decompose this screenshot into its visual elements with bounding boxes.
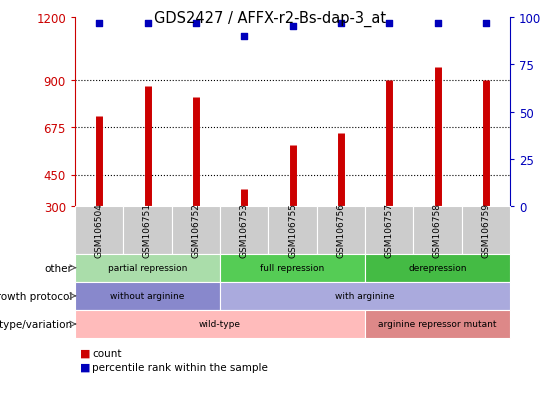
Text: GSM106756: GSM106756 [336,203,346,258]
Text: with arginine: with arginine [335,292,395,301]
Text: derepression: derepression [408,263,467,273]
Text: growth protocol: growth protocol [0,291,72,301]
Point [482,20,490,27]
Point [143,20,152,27]
Point [240,33,248,40]
Text: GSM106751: GSM106751 [143,203,152,258]
Text: GSM106753: GSM106753 [240,203,248,258]
Text: GSM106755: GSM106755 [288,203,297,258]
Text: arginine repressor mutant: arginine repressor mutant [378,320,497,329]
Text: partial repression: partial repression [108,263,187,273]
Point [95,20,104,27]
Text: GSM106752: GSM106752 [191,203,200,258]
Text: percentile rank within the sample: percentile rank within the sample [92,362,268,372]
Text: wild-type: wild-type [199,320,241,329]
Text: ■: ■ [80,348,91,358]
Point [336,20,345,27]
Text: genotype/variation: genotype/variation [0,319,72,329]
Text: other: other [44,263,72,273]
Text: GSM106757: GSM106757 [384,203,394,258]
Text: ■: ■ [80,362,91,372]
Text: GSM106504: GSM106504 [94,203,104,258]
Point [192,20,200,27]
Text: without arginine: without arginine [110,292,185,301]
Point [288,24,297,31]
Point [385,20,394,27]
Text: count: count [92,348,122,358]
Text: GSM106759: GSM106759 [481,203,490,258]
Text: GSM106758: GSM106758 [433,203,442,258]
Text: GDS2427 / AFFX-r2-Bs-dap-3_at: GDS2427 / AFFX-r2-Bs-dap-3_at [154,10,386,26]
Point [433,20,442,27]
Text: full repression: full repression [260,263,325,273]
